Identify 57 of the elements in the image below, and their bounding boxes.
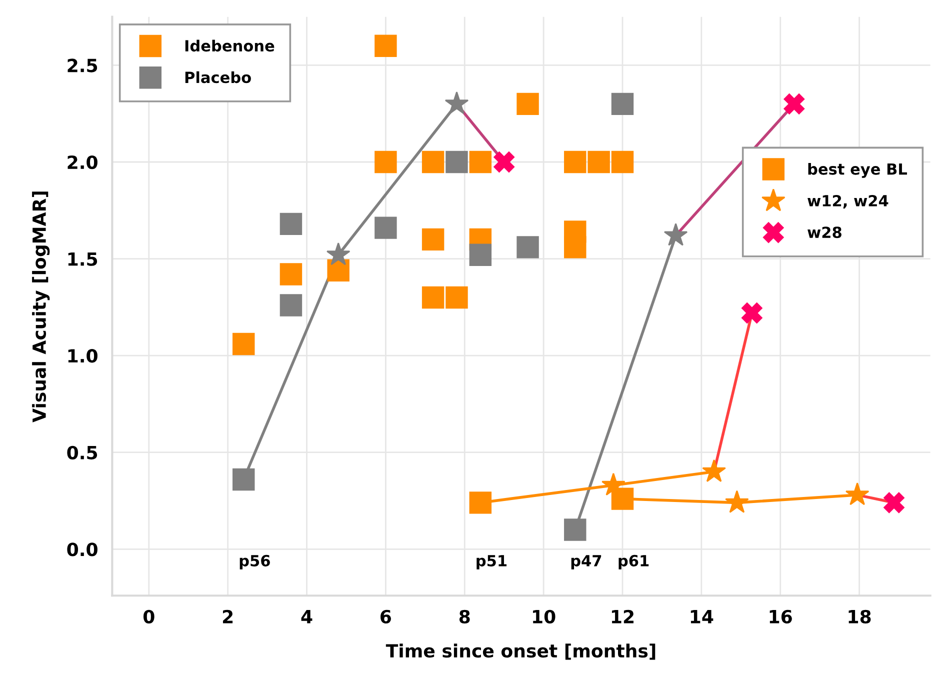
point [422, 228, 444, 251]
point [446, 286, 468, 309]
point [611, 150, 634, 174]
point [422, 286, 444, 309]
point [564, 150, 586, 174]
annotation: p47 [571, 555, 602, 570]
point [422, 150, 444, 174]
point [494, 152, 515, 172]
legend-label: w12, w24 [808, 194, 888, 208]
x-tick-label: 16 [770, 610, 792, 624]
annotation: p56 [240, 554, 270, 570]
legend-label: w28 [808, 226, 842, 238]
x-tick-label: 4 [301, 610, 312, 624]
point [564, 236, 586, 258]
y-tick-label: 0.0 [67, 542, 98, 556]
legend-label: Idebenone [185, 40, 274, 52]
point [601, 472, 626, 496]
x-tick-label: 18 [848, 610, 871, 624]
point [469, 150, 492, 174]
point [280, 212, 302, 236]
legend-label: best eye BL [808, 162, 907, 178]
point [374, 150, 397, 174]
legend-label: Placebo [185, 71, 251, 84]
x-tick-label: 10 [533, 610, 556, 624]
point [232, 332, 255, 356]
point [784, 94, 805, 114]
point [884, 492, 904, 514]
x-tick-label: 12 [612, 610, 634, 624]
x-tick-label: 2 [222, 610, 233, 624]
point [725, 490, 749, 513]
annotation: p61 [618, 554, 649, 570]
point [742, 302, 762, 324]
point [611, 92, 634, 116]
point [446, 150, 468, 174]
point [327, 259, 350, 282]
y-tick-label: 2.0 [68, 155, 98, 170]
y-tick-label: 1.5 [68, 252, 98, 266]
point [588, 150, 610, 174]
x-tick-label: 14 [690, 610, 714, 624]
y-axis-title: Visual Acuity [logMAR] [32, 192, 50, 422]
x-tick-label: 6 [380, 610, 392, 624]
point [374, 34, 397, 57]
point [280, 263, 302, 286]
point [845, 482, 870, 506]
x-axis-title: Time since onset [months] [386, 644, 656, 660]
annotation: p51 [476, 555, 507, 570]
y-tick-label: 0.5 [67, 446, 98, 460]
point [516, 236, 539, 258]
point [469, 244, 492, 266]
x-tick-label: 0 [143, 610, 154, 624]
point [374, 216, 397, 239]
y-tick-label: 2.5 [68, 58, 98, 72]
y-tick-label: 1.0 [68, 349, 98, 363]
point [516, 92, 539, 116]
point [280, 294, 302, 316]
x-tick-label: 8 [459, 610, 470, 624]
point [702, 459, 726, 482]
